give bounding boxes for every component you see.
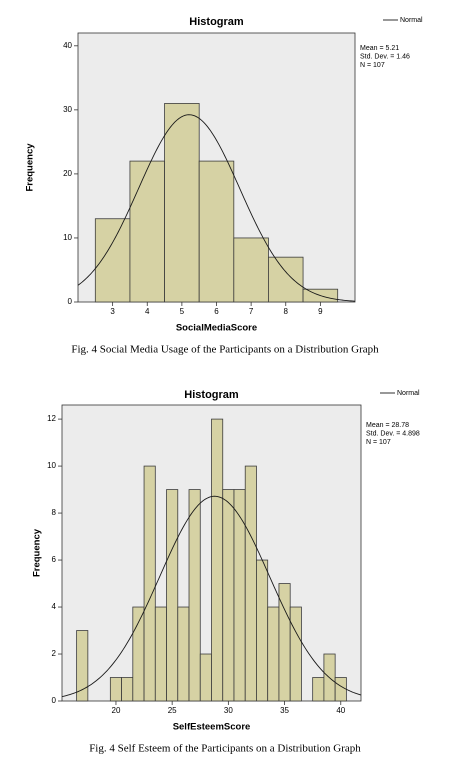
y-tick-label: 6	[52, 555, 57, 564]
bar	[312, 677, 325, 702]
y-axis-label: Frequency	[32, 528, 43, 577]
caption: Fig. 4 Self Esteem of the Participants o…	[89, 743, 361, 755]
legend-label: Normal	[397, 390, 420, 397]
bar	[143, 465, 156, 702]
x-tick-label: 30	[224, 706, 233, 715]
bar	[132, 606, 145, 702]
bar	[121, 677, 134, 702]
y-axis-label: Frequency	[25, 143, 36, 192]
stat-label: N = 107	[360, 62, 385, 69]
y-tick-label: 0	[52, 696, 57, 705]
stat-label: Mean = 28.78	[366, 422, 409, 429]
stat-label: Mean = 5.21	[360, 45, 399, 52]
x-tick-label: 3	[110, 307, 115, 316]
y-tick-label: 40	[63, 41, 72, 50]
bar	[199, 653, 212, 702]
bar	[154, 606, 167, 702]
bar	[244, 465, 257, 702]
chart: 0 10 20 30 40 3 4 5 6 7 8 9 Histogram SocialMediaScor…	[25, 16, 423, 356]
bar	[256, 559, 269, 702]
x-tick-label: 40	[336, 706, 345, 715]
x-tick-label: 8	[284, 307, 289, 316]
x-axis-label: SocialMediaScore	[176, 323, 257, 334]
stat-label: Std. Dev. = 1.46	[360, 53, 410, 60]
x-axis-label: SelfEsteemScore	[173, 722, 251, 733]
bar	[198, 160, 235, 303]
y-tick-label: 10	[63, 233, 72, 242]
x-tick-label: 5	[180, 307, 185, 316]
bar	[109, 677, 122, 702]
bar	[129, 160, 165, 303]
bar	[233, 237, 269, 303]
y-tick-label: 10	[47, 461, 56, 470]
y-tick-label: 0	[68, 297, 73, 306]
x-tick-label: 6	[214, 307, 219, 316]
chart: 0 2 4 6 8 10 12 20 25 30 35 40 Histogram SelfEsteemSc…	[32, 389, 420, 755]
caption: Fig. 4 Social Media Usage of the Partici…	[71, 344, 379, 356]
bar	[94, 218, 131, 303]
y-tick-label: 8	[52, 508, 57, 517]
bar	[166, 489, 179, 702]
y-tick-label: 2	[52, 649, 57, 658]
stat-label: Std. Dev. = 4.898	[366, 430, 420, 437]
bar	[334, 677, 347, 702]
bar	[222, 489, 235, 702]
chart-title: Histogram	[184, 389, 239, 401]
x-tick-label: 9	[318, 307, 323, 316]
x-tick-label: 35	[280, 706, 289, 715]
bar	[211, 418, 224, 702]
bar	[233, 489, 246, 702]
normal-curve	[77, 114, 356, 302]
legend-label: Normal	[400, 17, 423, 24]
bar	[164, 103, 200, 303]
bar	[188, 489, 201, 702]
bar	[289, 606, 302, 702]
bar	[268, 256, 304, 303]
x-tick-label: 7	[249, 307, 254, 316]
bar	[267, 606, 280, 702]
x-tick-label: 20	[112, 706, 121, 715]
bar	[177, 606, 190, 702]
x-tick-label: 4	[145, 307, 150, 316]
y-tick-label: 12	[47, 414, 56, 423]
y-tick-label: 30	[63, 105, 72, 114]
y-tick-label: 20	[63, 169, 72, 178]
bar	[76, 630, 89, 702]
x-tick-label: 25	[168, 706, 177, 715]
y-tick-label: 4	[52, 602, 57, 611]
stat-label: N = 107	[366, 439, 391, 446]
normal-curve	[61, 495, 362, 698]
chart-title: Histogram	[189, 16, 244, 28]
